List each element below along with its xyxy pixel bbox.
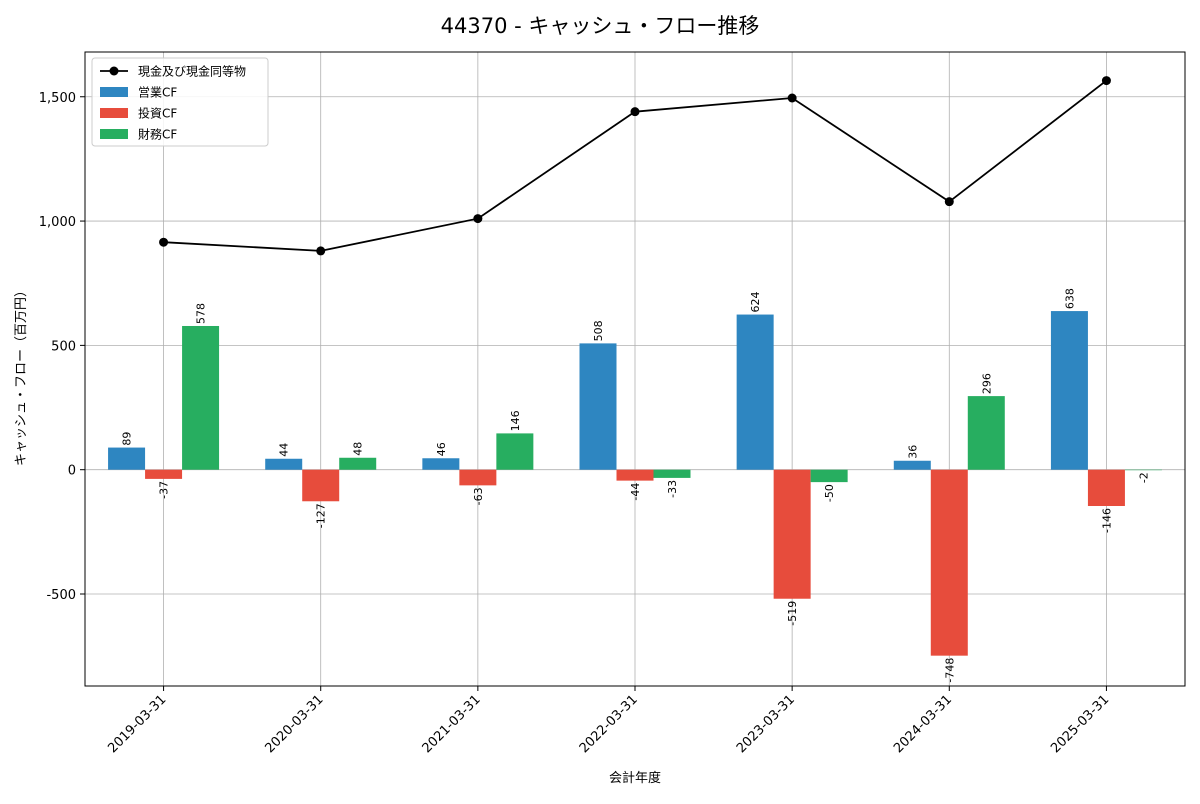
bar-value-label: 638 xyxy=(1063,288,1076,309)
cash-point xyxy=(630,107,640,117)
y-tick-label: 1,000 xyxy=(39,215,76,230)
bar-value-label: -44 xyxy=(629,483,642,501)
bar-value-label: -2 xyxy=(1137,472,1150,483)
legend-label: 財務CF xyxy=(138,127,177,142)
bar-value-label: 508 xyxy=(592,320,605,341)
y-tick-label: -500 xyxy=(46,588,76,603)
bar-value-label: 146 xyxy=(509,410,522,431)
bar xyxy=(496,433,534,470)
data-labels-layer: 89 44 46 508 624 36 638 -37 -127 -63 -44 -519 -748 -1… xyxy=(121,288,1151,683)
bar xyxy=(339,457,377,470)
bar xyxy=(653,469,691,478)
bar xyxy=(579,343,617,470)
bar xyxy=(182,325,220,470)
bar-value-label: -37 xyxy=(158,481,171,499)
bar-value-label: -146 xyxy=(1100,508,1113,533)
bar-value-label: -63 xyxy=(472,487,485,505)
bar-value-label: -50 xyxy=(823,484,836,502)
cash-line-layer xyxy=(159,76,1111,256)
bar xyxy=(145,469,183,479)
x-tick-label: 2022-03-31 xyxy=(577,692,641,756)
y-tick-label: 500 xyxy=(51,339,76,354)
x-tick-label: 2020-03-31 xyxy=(263,692,327,756)
bar xyxy=(930,469,968,656)
cash-point xyxy=(787,93,797,103)
bar xyxy=(1050,311,1088,470)
bar xyxy=(893,460,931,470)
y-axis-label: キャッシュ・フロー（百万円） xyxy=(14,284,29,466)
x-tick-label: 2024-03-31 xyxy=(891,692,955,756)
bar-value-label: 44 xyxy=(278,443,291,457)
bars-layer xyxy=(108,311,1162,656)
legend-swatch xyxy=(100,108,128,118)
cash-point xyxy=(944,197,954,207)
legend-swatch xyxy=(100,87,128,97)
bar xyxy=(967,396,1005,470)
bar-value-label: 578 xyxy=(195,303,208,324)
bar xyxy=(108,447,146,470)
legend-label: 営業CF xyxy=(138,86,177,100)
x-tick-label: 2019-03-31 xyxy=(105,692,169,756)
legend-marker xyxy=(109,66,119,76)
bar-value-label: 296 xyxy=(980,373,993,394)
chart-title: 44370 - キャッシュ・フロー推移 xyxy=(441,14,760,38)
bar-value-label: -748 xyxy=(943,658,956,683)
bar xyxy=(302,469,340,502)
legend-swatch xyxy=(100,129,128,139)
cash-point xyxy=(159,237,169,247)
bar xyxy=(736,314,774,470)
bar xyxy=(810,469,848,483)
y-tick-label: 1,500 xyxy=(39,91,76,106)
legend-label: 投資CF xyxy=(138,106,177,121)
cash-point xyxy=(473,214,483,224)
bar-value-label: -33 xyxy=(666,480,679,498)
bar xyxy=(422,458,460,470)
legend-label: 現金及び現金同等物 xyxy=(138,64,246,79)
bar xyxy=(1087,469,1125,506)
bar xyxy=(459,469,497,486)
cash-point xyxy=(316,246,326,256)
legend-box xyxy=(91,57,269,147)
bar-value-label: 36 xyxy=(906,445,919,459)
bar xyxy=(265,458,303,470)
x-tick-label: 2025-03-31 xyxy=(1048,692,1112,756)
bar xyxy=(616,469,654,481)
cash-point xyxy=(1101,76,1111,86)
y-tick-label: 0 xyxy=(68,464,76,479)
bar-value-label: -519 xyxy=(786,601,799,626)
bar xyxy=(773,469,811,599)
bar-value-label: 624 xyxy=(749,292,762,313)
bar-value-label: -127 xyxy=(315,503,328,528)
x-tick-label: 2023-03-31 xyxy=(734,692,798,756)
x-axis-label: 会計年度 xyxy=(609,770,661,786)
bar-value-label: 46 xyxy=(435,442,448,456)
bar-value-label: 89 xyxy=(121,432,134,446)
x-tick-label: 2021-03-31 xyxy=(420,692,484,756)
bar xyxy=(1124,469,1162,471)
bar-value-label: 48 xyxy=(352,442,365,456)
